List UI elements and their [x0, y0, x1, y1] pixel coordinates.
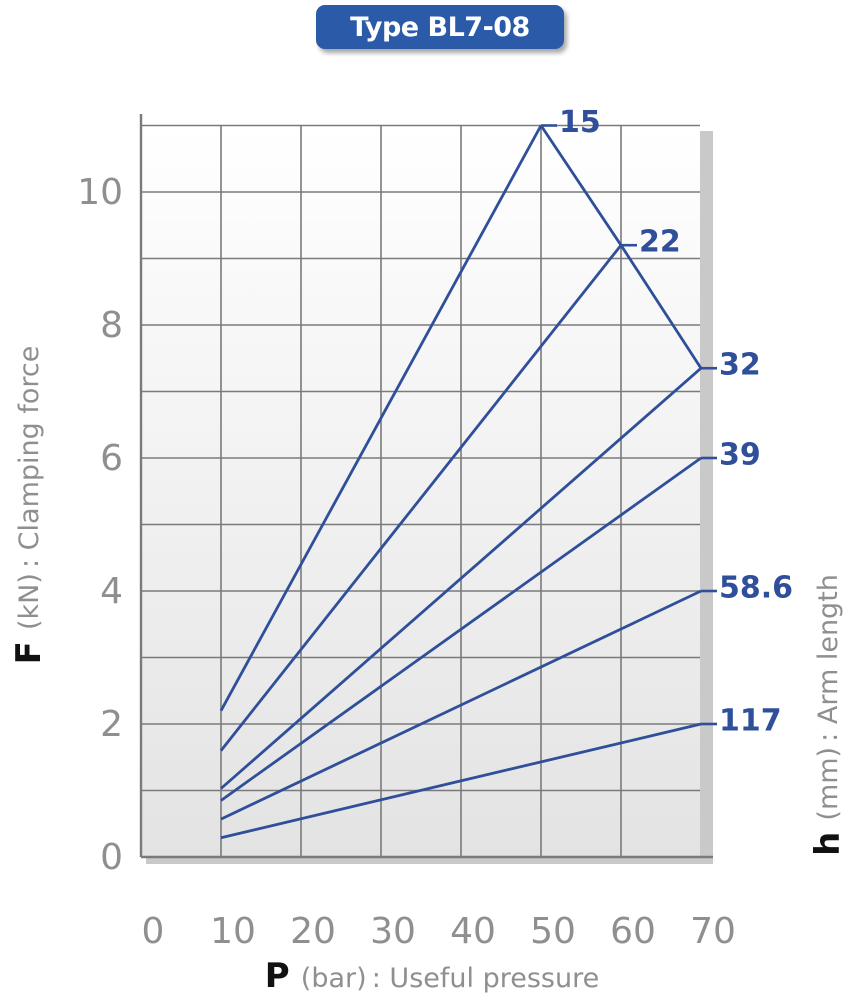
secondary-axis-title: h (mm) : Arm length — [808, 574, 847, 856]
series-line-58.6 — [220, 589, 702, 821]
secondary-axis-symbol: h — [808, 832, 847, 856]
y-tick-label: 6 — [100, 438, 123, 479]
secondary-axis-description: : Arm length — [813, 574, 844, 742]
x-tick-label: 20 — [290, 911, 336, 952]
axis-frame — [139, 114, 713, 859]
y-tick-labels: 0 2 4 6 8 10 — [77, 172, 123, 878]
series-line-15 — [219, 124, 543, 712]
series-label-32: 32 — [719, 348, 761, 383]
series-labels: 15 22 32 39 58.6 117 — [541, 105, 793, 739]
x-tick-label: 30 — [370, 911, 416, 952]
x-tick-label: 10 — [210, 911, 256, 952]
y-tick-label: 0 — [100, 837, 123, 878]
y-axis-unit: (kN) — [14, 573, 45, 630]
y-tick-label: 10 — [77, 172, 123, 213]
x-axis-description: : Useful pressure — [372, 963, 599, 994]
y-tick-label: 4 — [100, 571, 123, 612]
x-tick-label: 50 — [530, 911, 576, 952]
series-line-39 — [220, 456, 702, 802]
y-axis-title: F (kN) : Clamping force — [9, 346, 49, 665]
secondary-axis-unit: (mm) — [813, 747, 844, 821]
x-tick-label: 60 — [610, 911, 656, 952]
x-tick-label: 70 — [690, 911, 736, 952]
series-line-117 — [220, 722, 702, 840]
x-axis-title: P (bar) : Useful pressure — [265, 956, 599, 996]
y-tick-label: 8 — [100, 305, 123, 346]
series-label-22: 22 — [639, 225, 681, 260]
x-tick-labels: 0 10 20 30 40 50 60 70 — [142, 911, 736, 952]
chart-type-badge: Type BL7-08 — [316, 5, 564, 49]
series-label-58.6: 58.6 — [719, 571, 793, 606]
secondary-axis-title-group: h (mm) : Arm length — [808, 574, 847, 856]
x-axis-symbol: P — [265, 956, 290, 996]
y-axis-description: : Clamping force — [14, 346, 45, 568]
series-lines — [219, 124, 703, 840]
series-line-22 — [219, 244, 623, 752]
x-tick-label: 0 — [142, 911, 165, 952]
series-line-32 — [220, 367, 702, 790]
y-axis-symbol: F — [9, 641, 49, 664]
y-tick-label: 2 — [100, 704, 123, 745]
x-axis-unit: (bar) — [301, 963, 367, 994]
x-tick-label: 40 — [450, 911, 496, 952]
series-label-39: 39 — [719, 438, 761, 473]
series-label-117: 117 — [719, 704, 782, 739]
y-axis-title-group: F (kN) : Clamping force — [9, 346, 49, 665]
series-label-15: 15 — [559, 105, 601, 140]
